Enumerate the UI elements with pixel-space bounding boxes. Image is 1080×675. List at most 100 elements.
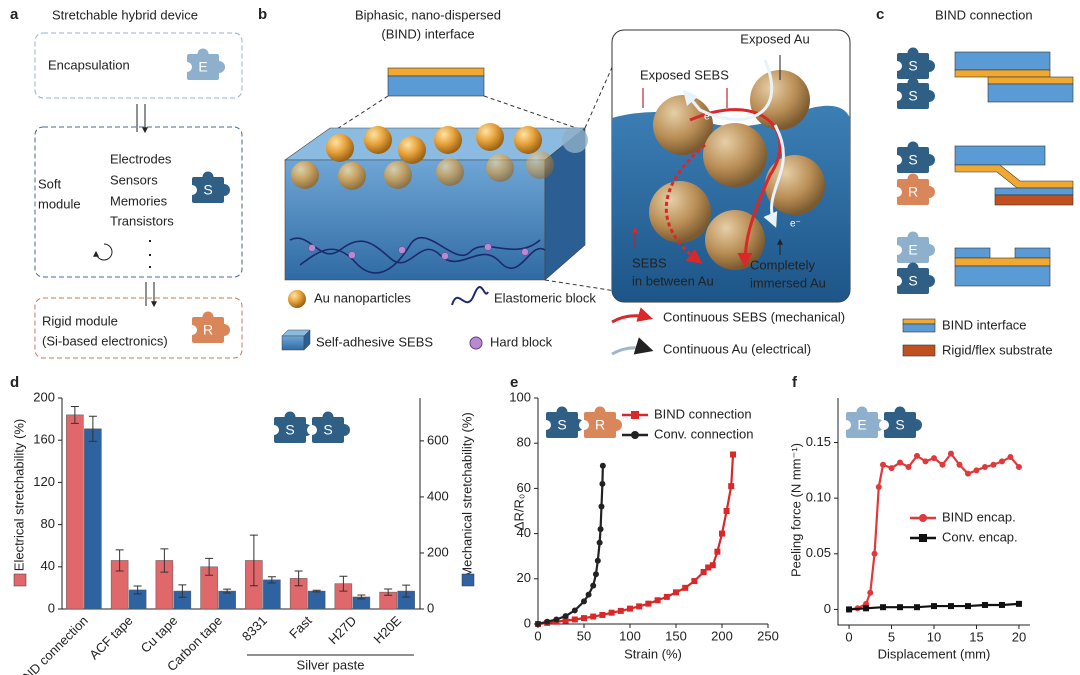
error-bar: [294, 570, 303, 587]
cycle-icon: [93, 243, 113, 261]
x-tick-label: BIND connection: [11, 613, 91, 675]
puzzle-letter: S: [285, 422, 294, 438]
axis: [61, 398, 421, 610]
puzzle-letter: E: [198, 59, 207, 75]
marker: [581, 615, 587, 622]
marker: [590, 613, 597, 620]
marker: [981, 463, 988, 470]
marker: [922, 458, 929, 465]
panel-label: b: [258, 6, 267, 23]
marker: [705, 564, 712, 571]
x-tick-label: Fast: [286, 613, 315, 642]
marker: [888, 465, 895, 472]
puzzle-knob: [284, 411, 296, 423]
legend-swatch: [13, 573, 27, 587]
marker: [590, 582, 597, 589]
bar: [218, 590, 236, 610]
puzzle-icon: S: [892, 47, 935, 79]
marker: [880, 604, 887, 611]
puzzle-notch: [892, 245, 902, 255]
legend-icon: [611, 337, 654, 356]
error-bar: [223, 588, 232, 594]
y-tick-label: 160: [33, 432, 55, 447]
list-item: Sensors: [110, 172, 158, 187]
error-bar: [267, 576, 276, 584]
puzzle-knob: [907, 141, 919, 153]
legend-text: Au nanoparticles: [314, 290, 411, 305]
legend-icon: [902, 344, 936, 357]
panel-a: a Stretchable hybrid device Encapsulatio…: [10, 6, 243, 359]
puzzle-body: [897, 53, 929, 79]
zoom-line: [291, 44, 623, 293]
list-item: Electrodes: [110, 151, 172, 166]
puzzle-icon: E: [841, 406, 884, 438]
chart-e: e 0 50 100 150 200 250 0 20 40 60 80 100 Strain (%) ΔR…: [509, 374, 779, 661]
panel-title: Stretchable hybrid device: [52, 7, 198, 22]
puzzle-icon: S: [541, 406, 584, 438]
puzzle-knob: [218, 324, 230, 336]
puzzle-letter: S: [323, 422, 332, 438]
bar: [84, 428, 102, 610]
error-bar: [178, 584, 187, 598]
panel-title: BIND connection: [935, 7, 1033, 22]
panel-label: a: [10, 6, 19, 23]
legend-text: BIND encap.: [942, 509, 1016, 524]
puzzle-knob: [594, 406, 606, 418]
y-tick-label: 40: [41, 558, 55, 573]
marker: [947, 450, 954, 457]
marker: [682, 584, 689, 591]
puzzle-knob: [907, 173, 919, 185]
legend-icon: [902, 318, 936, 333]
marker: [636, 603, 643, 610]
legend-text: Conv. connection: [654, 426, 754, 441]
y-tick-label: 0: [524, 615, 531, 630]
series-line: [537, 454, 735, 626]
puzzle-icon: R: [579, 406, 622, 438]
electron: e⁻: [790, 219, 801, 230]
puzzle-knob: [923, 90, 935, 102]
marker: [990, 461, 997, 468]
legend-text: Hard block: [490, 334, 553, 349]
layer: [387, 75, 485, 97]
puzzle-notch: [892, 91, 902, 101]
layer: [387, 67, 485, 77]
puzzle-knob: [556, 406, 568, 418]
marker: [897, 459, 904, 466]
x-tick-label: Cu tape: [138, 613, 181, 656]
legend-text: Continuous Au (electrical): [663, 341, 811, 356]
electron: e⁻: [704, 112, 715, 123]
x-axis-title: Strain (%): [624, 646, 682, 661]
y-tick-label: 20: [517, 570, 531, 585]
error-bar: [88, 415, 97, 442]
puzzle-knob: [610, 419, 622, 431]
panel-title: Biphasic, nano-dispersed: [355, 7, 501, 22]
marker: [1015, 600, 1022, 607]
x-axis-title: Displacement (mm): [878, 646, 991, 661]
chart-d: d 0 40 80 120 160 200 0 200 400 600 BIND connection…: [10, 374, 474, 675]
puzzle-body: [312, 417, 344, 443]
x-tick-label: 5: [888, 629, 895, 644]
marker: [914, 452, 921, 459]
marker: [723, 508, 730, 514]
puzzle-knob: [923, 60, 935, 72]
puzzle-body: [192, 317, 224, 343]
legend-marker: [631, 431, 639, 439]
puzzle-notch: [269, 425, 279, 435]
puzzle-body: [584, 412, 616, 438]
rigid-module-box: [34, 297, 243, 359]
x-tick-label: H20E: [371, 613, 405, 647]
marker: [939, 461, 946, 468]
puzzle-body: [897, 83, 929, 109]
chart-f: f 0 5 10 15 20 0 0.05 0.10 0.15 Displacement (mm) P…: [788, 374, 1030, 661]
marker: [863, 605, 870, 612]
legend-marker: [631, 411, 639, 419]
legend-text: Rigid/flex substrate: [942, 342, 1053, 357]
puzzle-body: [846, 412, 878, 438]
nanoparticles: [291, 123, 588, 190]
marker: [599, 462, 606, 469]
marker: [875, 484, 882, 491]
marker: [700, 569, 707, 576]
marker: [571, 607, 578, 614]
puzzle-body: [546, 412, 578, 438]
puzzle-notch: [187, 185, 197, 195]
